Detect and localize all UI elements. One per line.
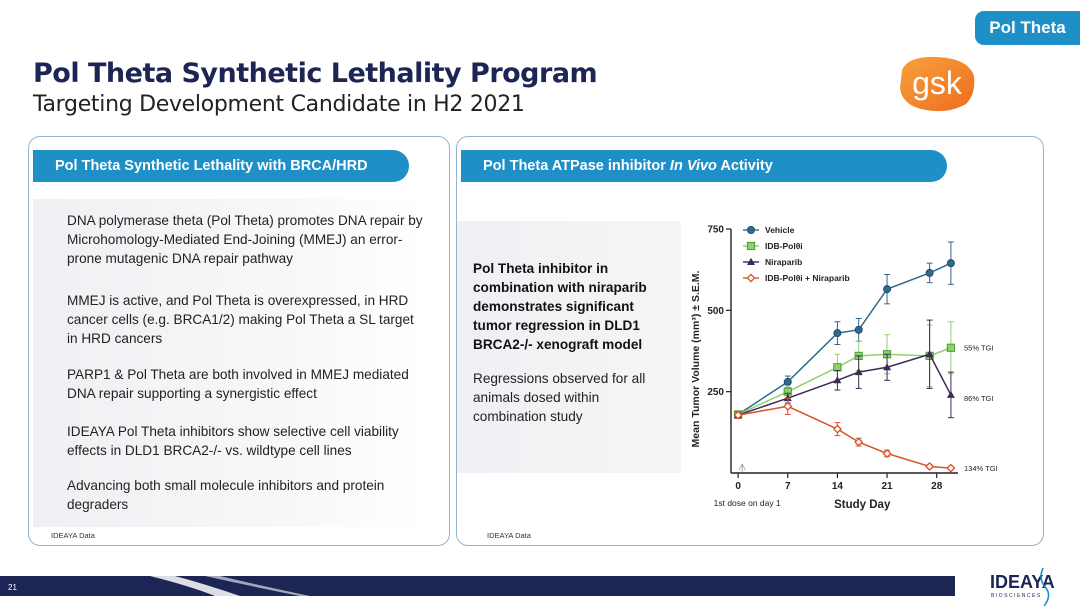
header-text-emphasis: In Vivo xyxy=(669,158,717,174)
data-point xyxy=(783,377,792,386)
tgi-label: 86% TGI xyxy=(964,394,993,403)
series-line xyxy=(737,405,951,469)
summary-box: Pol Theta inhibitor in combination with … xyxy=(457,221,681,473)
x-tick-label: 7 xyxy=(785,481,791,492)
ideaya-logo: IDEAYA BIOSCIENCES xyxy=(990,567,1055,606)
data-point xyxy=(883,285,892,294)
tgi-label: 134% TGI xyxy=(964,464,998,473)
legend-label: Vehicle xyxy=(765,225,795,235)
left-panel-header: Pol Theta Synthetic Lethality with BRCA/… xyxy=(33,150,409,182)
series-combo xyxy=(733,397,956,473)
legend-marker xyxy=(746,241,756,251)
page-number: 21 xyxy=(8,583,17,592)
data-point xyxy=(833,329,842,338)
series-line xyxy=(737,262,952,416)
legend-marker xyxy=(747,257,755,265)
svg-text:gsk: gsk xyxy=(912,65,963,101)
data-point xyxy=(883,363,892,371)
data-point xyxy=(783,401,793,411)
right-panel-header: Pol Theta ATPase inhibitor In Vivo Activ… xyxy=(461,150,947,182)
bullet-item: IDEAYA Pol Theta inhibitors show selecti… xyxy=(67,424,399,458)
data-point xyxy=(833,376,842,384)
series-idb xyxy=(733,321,956,419)
x-note: 1st dose on day 1 xyxy=(714,498,781,508)
header-text-post: Activity xyxy=(716,158,773,174)
summary-bold: Pol Theta inhibitor in combination with … xyxy=(473,261,647,352)
page-title: Pol Theta Synthetic Lethality Program xyxy=(33,58,598,89)
legend-marker xyxy=(747,225,756,234)
x-axis-label: Study Day xyxy=(834,499,891,511)
data-point xyxy=(946,463,956,473)
legend-label: IDB-Polθi xyxy=(765,241,803,251)
data-point xyxy=(946,343,956,352)
bullet-item: DNA polymerase theta (Pol Theta) promote… xyxy=(67,213,423,266)
y-tick-label: 500 xyxy=(707,306,724,317)
section-tag: Pol Theta xyxy=(975,11,1080,45)
page-subtitle: Targeting Development Candidate in H2 20… xyxy=(33,92,525,117)
y-tick-label: 250 xyxy=(707,387,724,398)
tumor-volume-chart: 250 500 750 0 7 14 21 28 1st dose on day 1 Study … xyxy=(690,225,998,512)
x-tick-label: 21 xyxy=(882,481,894,492)
x-tick-label: 28 xyxy=(931,481,943,492)
bullet-list: DNA polymerase theta (Pol Theta) promote… xyxy=(33,199,428,527)
data-point xyxy=(733,410,743,420)
x-tick-label: 14 xyxy=(832,481,844,492)
source-note: IDEAYA Data xyxy=(51,531,95,540)
data-point xyxy=(925,268,934,277)
data-point xyxy=(783,393,792,402)
data-point xyxy=(833,363,842,372)
data-point xyxy=(832,424,842,434)
header-text-pre: Pol Theta ATPase inhibitor xyxy=(483,158,670,174)
data-point xyxy=(854,437,864,447)
bullet-item: PARP1 & Pol Theta are both involved in M… xyxy=(67,367,409,401)
footer-bar xyxy=(0,576,955,596)
right-panel: Pol Theta ATPase inhibitor In Vivo Activ… xyxy=(456,136,1044,546)
bullet-item: MMEJ is active, and Pol Theta is overexp… xyxy=(67,293,414,346)
legend-label: IDB-Polθi + Niraparib xyxy=(765,273,850,283)
svg-text:BIOSCIENCES: BIOSCIENCES xyxy=(991,593,1042,599)
summary-plain: Regressions observed for all animals dos… xyxy=(473,371,646,424)
data-point xyxy=(946,390,955,398)
data-point xyxy=(882,448,892,458)
tgi-label: 55% TGI xyxy=(964,344,993,353)
data-point xyxy=(854,367,863,376)
y-axis-label: Mean Tumor Volume (mm³) ± S.E.M. xyxy=(690,270,702,447)
legend-label: Niraparib xyxy=(765,257,802,267)
legend-marker xyxy=(746,273,756,283)
svg-text:IDEAYA: IDEAYA xyxy=(990,572,1055,592)
bullet-item: Advancing both small molecule inhibitors… xyxy=(67,478,385,512)
source-note: IDEAYA Data xyxy=(487,531,531,540)
gsk-logo: gsk xyxy=(900,56,975,112)
data-point xyxy=(925,350,934,358)
x-tick-label: 0 xyxy=(735,481,741,492)
data-point xyxy=(854,325,863,334)
left-panel: Pol Theta Synthetic Lethality with BRCA/… xyxy=(28,136,450,546)
data-point xyxy=(925,461,935,472)
series-niraparib xyxy=(734,319,955,419)
data-point xyxy=(946,259,955,268)
series-vehicle xyxy=(734,241,955,419)
y-tick-label: 750 xyxy=(707,225,724,236)
